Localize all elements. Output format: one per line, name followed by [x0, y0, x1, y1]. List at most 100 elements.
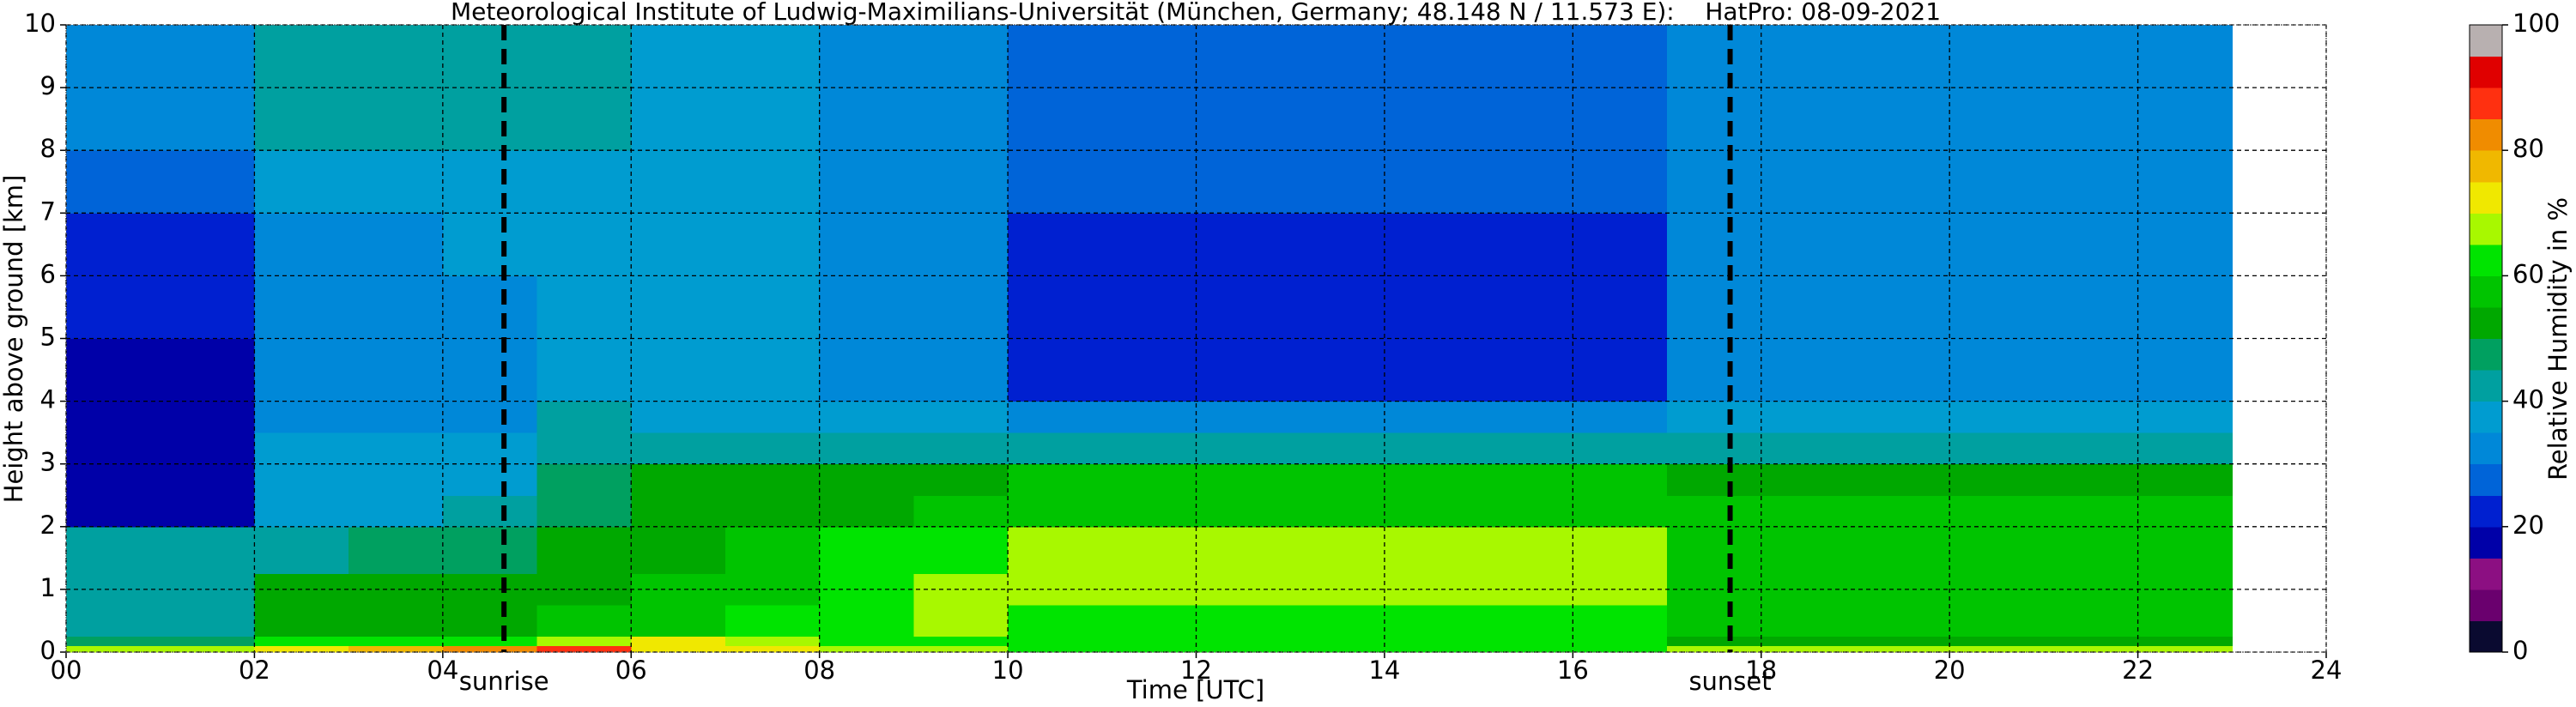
heatmap-cell [1667, 338, 1762, 402]
heatmap-cell [631, 645, 726, 653]
heatmap-cell [160, 463, 255, 496]
heatmap-cell [1478, 275, 1573, 339]
heatmap-cell [724, 495, 821, 528]
heatmap-cell [1949, 275, 2045, 339]
heatmap-cell [1761, 645, 1856, 653]
heatmap-cell [442, 401, 538, 433]
heatmap-cell [442, 213, 538, 276]
heatmap-cell [160, 636, 255, 647]
heatmap-cell [349, 88, 444, 151]
heatmap-cell [819, 526, 914, 575]
heatmap-cell [1761, 401, 1856, 433]
heatmap-cell [66, 463, 161, 496]
heatmap-cell [1196, 25, 1291, 88]
heatmap-cell [2043, 213, 2139, 276]
heatmap-cell [913, 463, 1009, 496]
colorbar-tick-label: 100 [2512, 9, 2560, 38]
heatmap-cell [1573, 150, 1668, 214]
heatmap-cell [1949, 463, 2045, 496]
heatmap-cell [1573, 275, 1668, 339]
heatmap-cell [819, 432, 914, 465]
heatmap-cell [1667, 25, 1762, 88]
heatmap-cell [1667, 432, 1762, 465]
heatmap-cell [1384, 88, 1480, 151]
heatmap-cell [1101, 88, 1197, 151]
heatmap-cell [724, 645, 821, 653]
heatmap-cell [160, 645, 255, 653]
colorbar-swatch [2470, 56, 2502, 88]
heatmap-cell [1384, 213, 1480, 276]
heatmap-cell [536, 25, 632, 88]
colorbar-tick-label: 40 [2512, 385, 2544, 414]
heatmap-cell [1667, 495, 1762, 528]
heatmap-cell [1573, 401, 1668, 433]
heatmap-cell [536, 213, 632, 276]
heatmap-cell [2043, 432, 2139, 465]
x-tick-label: 10 [992, 656, 1024, 685]
annotation-label: sunrise [459, 667, 549, 696]
heatmap-cell [66, 645, 161, 653]
heatmap-cell [724, 401, 821, 433]
heatmap-cell [913, 605, 1009, 638]
colorbar-swatch [2470, 370, 2502, 402]
heatmap-cell [1384, 645, 1480, 653]
heatmap-cell [1667, 150, 1762, 214]
heatmap-cell [160, 526, 255, 575]
x-tick-label: 20 [1934, 656, 1966, 685]
heatmap-cell [1290, 213, 1385, 276]
heatmap-cell [66, 432, 161, 465]
heatmap-cell [66, 605, 161, 638]
heatmap-cell [536, 645, 632, 653]
heatmap-cell [1761, 636, 1856, 647]
heatmap-cell [1949, 25, 2045, 88]
heatmap-cell [66, 495, 161, 528]
colorbar-swatch [2470, 589, 2502, 621]
heatmap-cell [1667, 605, 1762, 638]
x-axis-label: Time [UTC] [1126, 675, 1264, 704]
colorbar-swatch [2470, 244, 2502, 276]
heatmap-cell [1667, 275, 1762, 339]
heatmap-cell [536, 463, 632, 496]
heatmap-cell [1478, 213, 1573, 276]
heatmap-cell [254, 88, 349, 151]
heatmap-cell [1290, 401, 1385, 433]
heatmap-cell [819, 573, 914, 606]
heatmap-cell [724, 636, 821, 647]
heatmap-cell [442, 275, 538, 339]
heatmap-cell [1290, 275, 1385, 339]
heatmap-cell [1008, 605, 1103, 638]
y-tick-label: 1 [40, 573, 56, 602]
heatmap-cell [1101, 275, 1197, 339]
heatmap-cell [913, 88, 1009, 151]
heatmap-cell [160, 432, 255, 465]
colorbar-swatch [2470, 620, 2502, 653]
heatmap-cell [913, 213, 1009, 276]
heatmap-cell [1949, 401, 2045, 433]
heatmap-cell [1196, 150, 1291, 214]
heatmap-cell [2043, 645, 2139, 653]
y-tick-label: 4 [40, 385, 56, 414]
x-tick-label: 02 [239, 656, 270, 685]
heatmap-cell [1949, 495, 2045, 528]
heatmap-cell [2137, 432, 2233, 465]
heatmap-cell [1008, 401, 1103, 433]
heatmap-cell [66, 275, 161, 339]
heatmap-cell [2137, 645, 2233, 653]
x-tick-label: 22 [2122, 656, 2154, 685]
heatmap-cell [1573, 645, 1668, 653]
heatmap-cell [1761, 432, 1856, 465]
heatmap-cell [724, 432, 821, 465]
heatmap-cell [1573, 636, 1668, 647]
heatmap-cell [913, 432, 1009, 465]
heatmap-cell [1384, 463, 1480, 496]
heatmap-cell [724, 25, 821, 88]
heatmap-cell [1196, 495, 1291, 528]
heatmap-cell [2043, 495, 2139, 528]
x-tick-label: 24 [2311, 656, 2343, 685]
heatmap-cell [819, 463, 914, 496]
heatmap-cell [442, 636, 538, 647]
y-tick-label: 3 [40, 448, 56, 477]
colorbar-swatch [2470, 150, 2502, 183]
heatmap-cell [442, 463, 538, 496]
heatmap-cell [349, 573, 444, 606]
